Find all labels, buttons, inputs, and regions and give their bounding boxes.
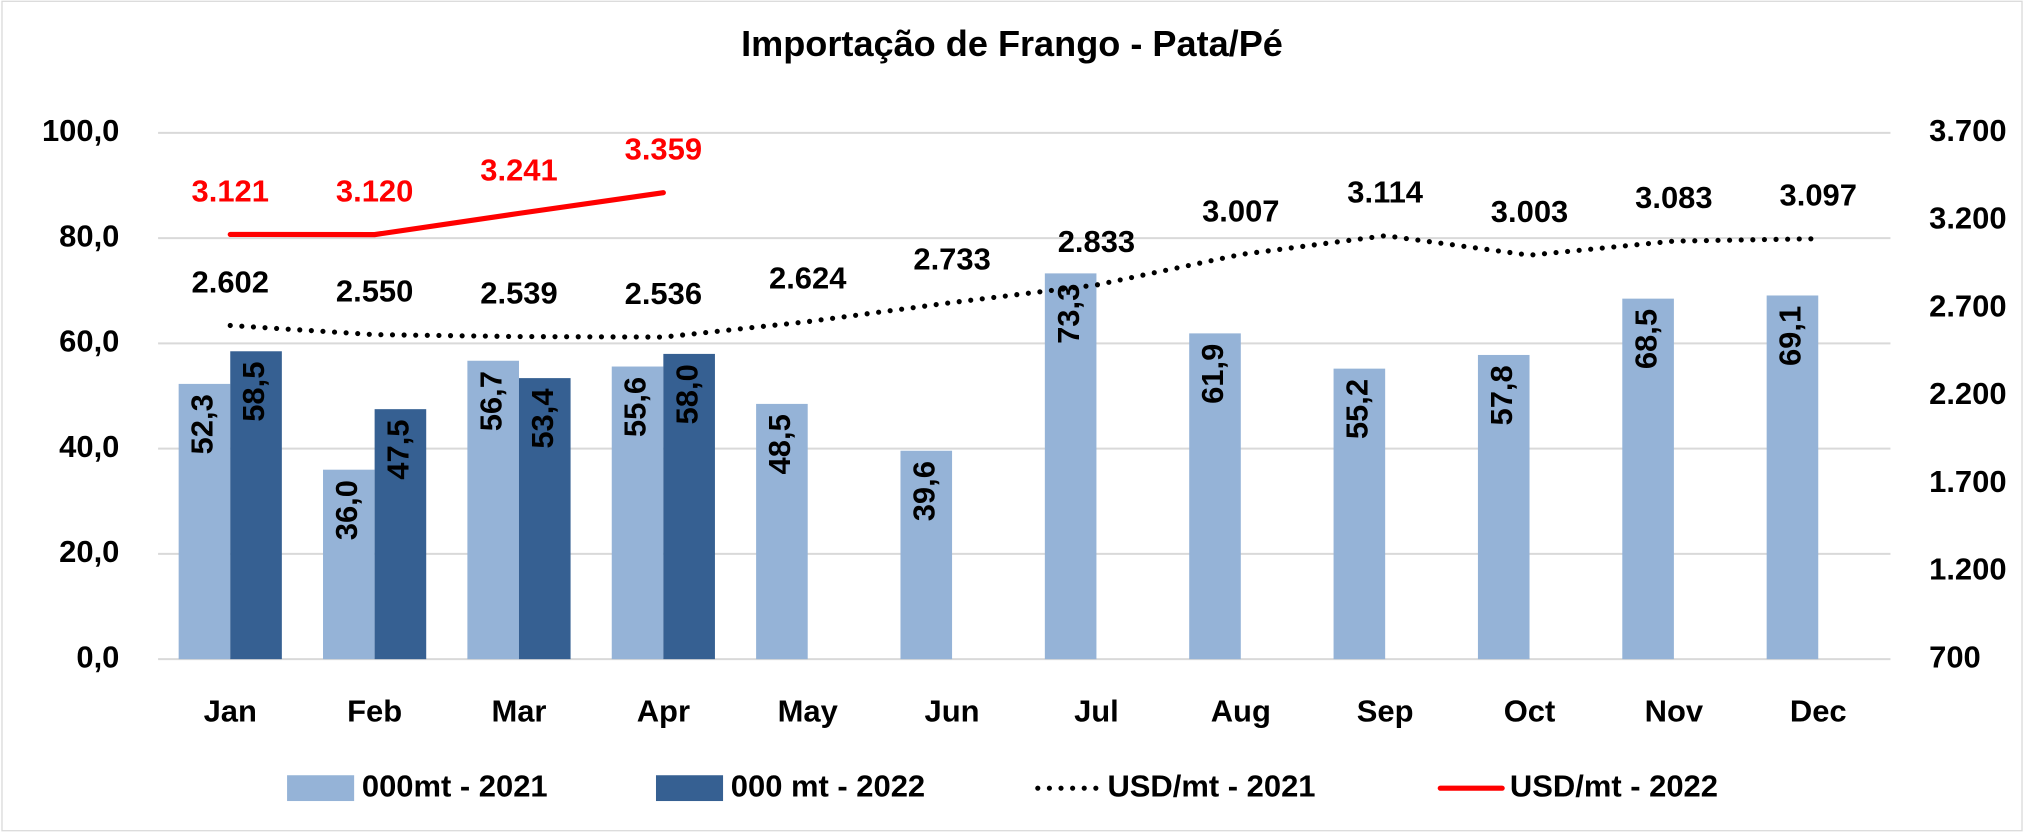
bar — [1766, 295, 1819, 660]
bar-value-label: 58,0 — [669, 364, 704, 424]
x-tick-label: May — [778, 693, 839, 728]
y-tick-label: 20,0 — [59, 534, 119, 569]
bar-value-label: 39,6 — [906, 461, 941, 521]
x-tick-label: Dec — [1790, 693, 1847, 728]
bar-value-label: 53,4 — [525, 388, 560, 449]
line-value-label: 2.550 — [336, 274, 413, 309]
legend-label: USD/mt - 2021 — [1107, 768, 1315, 803]
legend-label: 000mt - 2021 — [362, 768, 548, 803]
bar — [1333, 368, 1386, 660]
y-tick-label: 40,0 — [59, 429, 119, 464]
bar — [1189, 333, 1241, 660]
bar-value-label: 69,1 — [1773, 306, 1808, 366]
y-tick-label: 60,0 — [59, 324, 119, 359]
legend-label: USD/mt - 2022 — [1510, 768, 1718, 803]
y2-tick-label: 700 — [1929, 639, 1981, 674]
y-tick-label: 100,0 — [42, 113, 119, 148]
line-value-label: 3.120 — [336, 174, 413, 209]
line — [227, 190, 666, 238]
line — [227, 233, 1821, 340]
bar — [178, 383, 231, 660]
bar — [1044, 273, 1097, 660]
line-value-label: 3.241 — [480, 152, 557, 187]
legend-label: 000 mt - 2022 — [731, 768, 925, 803]
bar — [756, 403, 808, 660]
y-tick-label: 80,0 — [59, 218, 119, 253]
line-value-label: 3.359 — [625, 132, 702, 167]
y2-tick-label: 2.700 — [1929, 288, 2006, 323]
bar-value-label: 73,3 — [1051, 284, 1086, 344]
line-value-label: 2.624 — [769, 261, 847, 296]
bar-value-label: 57,8 — [1484, 365, 1519, 425]
y-tick-label: 0,0 — [76, 639, 119, 674]
bar-value-label: 58,5 — [236, 362, 271, 422]
y2-tick-label: 3.700 — [1929, 113, 2006, 148]
bar-value-label: 56,7 — [473, 371, 508, 431]
bar-value-label: 47,5 — [381, 419, 416, 479]
bar-value-label: 68,5 — [1628, 309, 1663, 369]
line-value-label: 2.733 — [913, 241, 990, 276]
line-value-label: 2.539 — [480, 275, 557, 310]
y2-tick-label: 1.200 — [1929, 552, 2006, 587]
line-value-label: 3.097 — [1780, 178, 1857, 213]
bar — [1622, 298, 1674, 660]
bar — [663, 353, 715, 660]
x-tick-label: Sep — [1357, 693, 1414, 728]
line-value-label: 3.121 — [192, 173, 269, 208]
x-tick-label: Mar — [491, 693, 546, 728]
x-tick-label: Jul — [1074, 693, 1119, 728]
x-tick-label: Jun — [925, 693, 980, 728]
bar — [518, 378, 571, 660]
bar — [230, 351, 282, 660]
bar — [1477, 354, 1530, 660]
bar — [611, 366, 664, 660]
line-value-label: 3.114 — [1347, 175, 1424, 210]
bar — [323, 469, 375, 660]
y2-tick-label: 3.200 — [1929, 201, 2006, 236]
x-tick-label: Aug — [1211, 693, 1271, 728]
legend-swatch — [287, 775, 355, 802]
bar — [467, 360, 519, 660]
line-value-label: 3.083 — [1635, 180, 1712, 215]
bar-value-label: 61,9 — [1195, 344, 1230, 404]
y2-tick-label: 2.200 — [1929, 376, 2006, 411]
x-tick-label: Feb — [347, 693, 402, 728]
bar-value-label: 55,2 — [1340, 379, 1375, 439]
line-value-label: 2.833 — [1058, 224, 1135, 259]
bar-value-label: 55,6 — [618, 377, 653, 437]
bar — [374, 409, 427, 660]
bar — [900, 450, 953, 660]
x-tick-label: Jan — [204, 693, 257, 728]
y2-tick-label: 1.700 — [1929, 464, 2006, 499]
x-tick-label: Nov — [1645, 693, 1704, 728]
bar-value-label: 52,3 — [185, 394, 220, 454]
bar-value-label: 36,0 — [329, 480, 364, 540]
line-value-label: 2.602 — [192, 264, 269, 299]
bar-value-label: 48,5 — [762, 414, 797, 474]
line-value-label: 3.007 — [1202, 193, 1279, 228]
line-value-label: 3.003 — [1491, 194, 1568, 229]
legend-swatch — [655, 775, 724, 802]
x-tick-label: Apr — [637, 693, 690, 728]
x-tick-label: Oct — [1504, 693, 1556, 728]
line-value-label: 2.536 — [625, 276, 702, 311]
chart-title: Importação de Frango - Pata/Pé — [741, 23, 1283, 64]
